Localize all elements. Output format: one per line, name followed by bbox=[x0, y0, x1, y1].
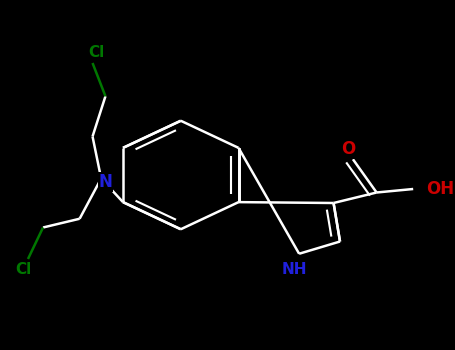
Text: NH: NH bbox=[282, 262, 308, 277]
Text: OH: OH bbox=[426, 180, 454, 198]
Text: Cl: Cl bbox=[89, 45, 105, 60]
Text: O: O bbox=[342, 140, 356, 158]
Text: N: N bbox=[99, 173, 112, 191]
Text: Cl: Cl bbox=[15, 262, 32, 277]
